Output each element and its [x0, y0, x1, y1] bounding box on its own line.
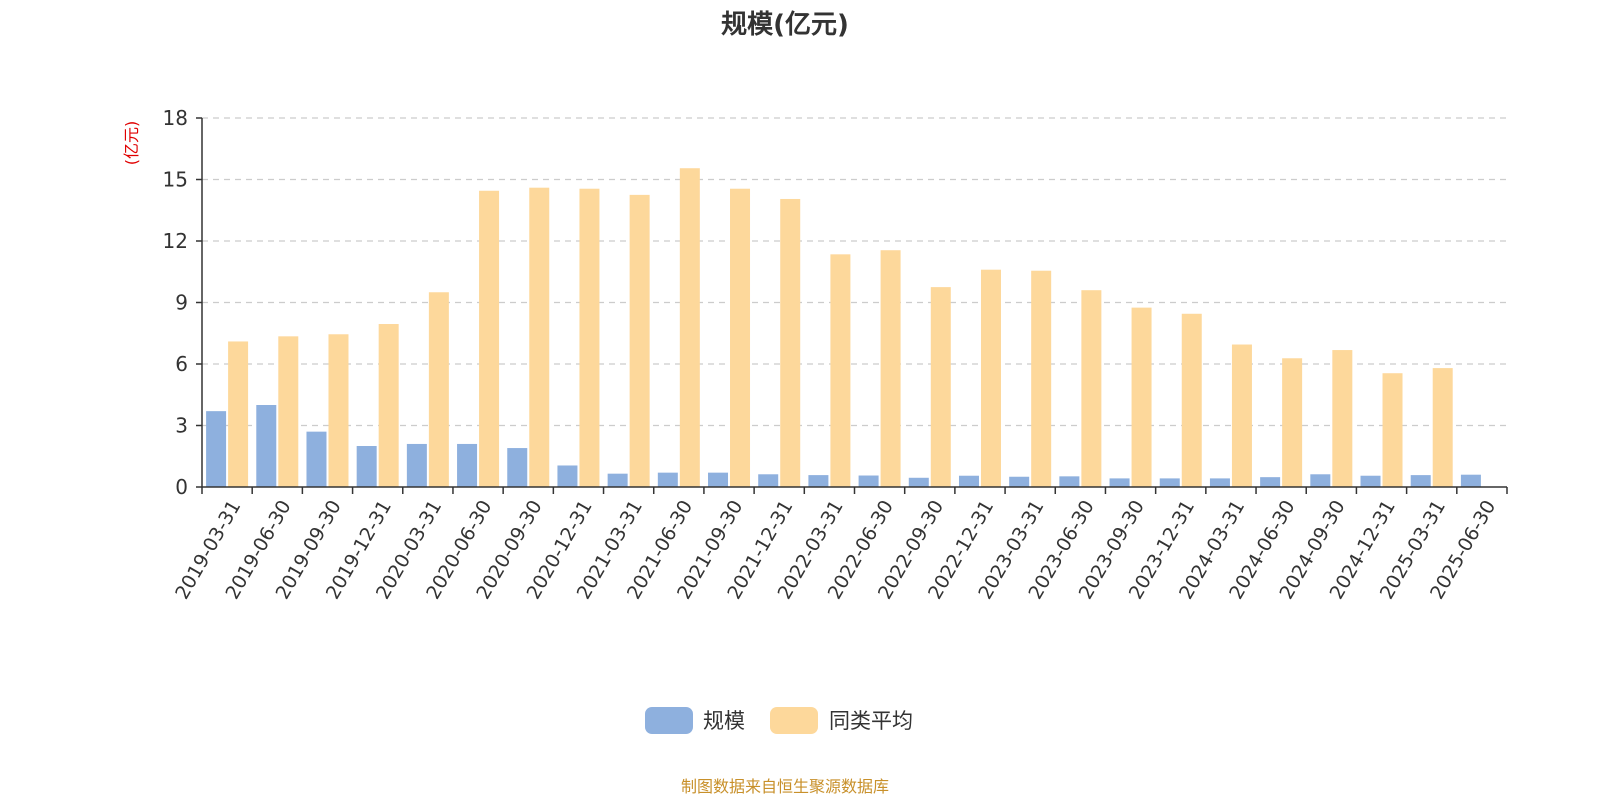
bar-peer-average — [980, 269, 1001, 487]
legend-item-guimo[interactable]: 规模 — [645, 707, 745, 734]
bar-peer-average — [1282, 358, 1303, 487]
bar-peer-average — [428, 292, 449, 487]
bar-peer-average — [579, 188, 600, 487]
bar-peer-average — [529, 187, 550, 487]
legend-item-peer-average[interactable]: 同类平均 — [770, 707, 913, 734]
bar-guimo — [708, 472, 729, 487]
bar-guimo — [1410, 475, 1431, 487]
bar-guimo — [1109, 478, 1130, 487]
bar-guimo — [858, 475, 879, 487]
y-tick-label: 0 — [175, 475, 188, 499]
bar-guimo — [256, 405, 277, 487]
bar-guimo — [808, 475, 829, 487]
legend-label: 同类平均 — [829, 709, 913, 733]
bar-guimo — [1460, 474, 1481, 487]
legend-swatch — [770, 707, 818, 734]
bar-guimo — [306, 431, 327, 487]
axes — [196, 117, 1508, 494]
bar-peer-average — [1131, 307, 1152, 487]
legend-label: 规模 — [703, 709, 745, 733]
bar-peer-average — [780, 198, 801, 487]
bar-guimo — [958, 475, 979, 487]
data-source-note: 制图数据来自恒生聚源数据库 — [681, 777, 889, 796]
y-tick-labels: 0 3 6 9 12 15 18 — [163, 106, 188, 499]
bar-peer-average — [1031, 270, 1052, 487]
bar-peer-average — [1432, 368, 1453, 487]
bar-guimo — [1360, 475, 1381, 487]
y-axis-unit-label: (亿元) — [122, 121, 141, 166]
bar-guimo — [657, 472, 678, 487]
x-tick-labels: 2019-03-312019-06-302019-09-302019-12-31… — [171, 497, 1500, 604]
bar-peer-average — [1181, 313, 1202, 487]
bar-guimo — [406, 443, 427, 487]
legend-swatch — [645, 707, 693, 734]
chart-title: 规模(亿元) — [721, 10, 849, 40]
bar-peer-average — [730, 188, 751, 487]
bars — [206, 168, 1481, 487]
bar-guimo — [457, 443, 478, 487]
bar-peer-average — [1332, 350, 1353, 487]
y-tick-label: 15 — [163, 168, 188, 192]
bar-peer-average — [378, 324, 399, 487]
bar-guimo — [908, 477, 929, 487]
y-tick-label: 9 — [175, 291, 188, 315]
bar-peer-average — [629, 194, 650, 487]
bar-peer-average — [278, 336, 299, 487]
bar-guimo — [1209, 478, 1230, 487]
gridlines — [202, 117, 1507, 427]
y-tick-label: 12 — [163, 229, 188, 253]
bar-guimo — [1260, 477, 1281, 487]
bar-peer-average — [830, 254, 851, 487]
y-tick-label: 3 — [175, 414, 188, 438]
bar-guimo — [557, 465, 578, 487]
bar-guimo — [1059, 476, 1080, 487]
bar-peer-average — [679, 168, 700, 487]
bar-guimo — [356, 446, 377, 487]
bar-guimo — [1009, 476, 1030, 487]
bar-peer-average — [1382, 373, 1403, 487]
bar-peer-average — [1231, 344, 1252, 487]
bar-peer-average — [479, 190, 500, 487]
bar-peer-average — [930, 287, 951, 487]
bar-guimo — [1310, 474, 1331, 487]
bar-guimo — [206, 411, 227, 487]
y-tick-label: 18 — [163, 106, 188, 130]
bar-peer-average — [228, 341, 249, 487]
bar-guimo — [1159, 478, 1180, 487]
bar-guimo — [607, 473, 628, 487]
bar-guimo — [507, 448, 528, 487]
y-tick-label: 6 — [175, 352, 188, 376]
bar-peer-average — [880, 250, 901, 487]
bar-guimo — [758, 474, 779, 487]
bar-peer-average — [328, 334, 349, 487]
legend[interactable]: 规模 同类平均 — [645, 707, 913, 734]
bar-peer-average — [1081, 290, 1102, 487]
